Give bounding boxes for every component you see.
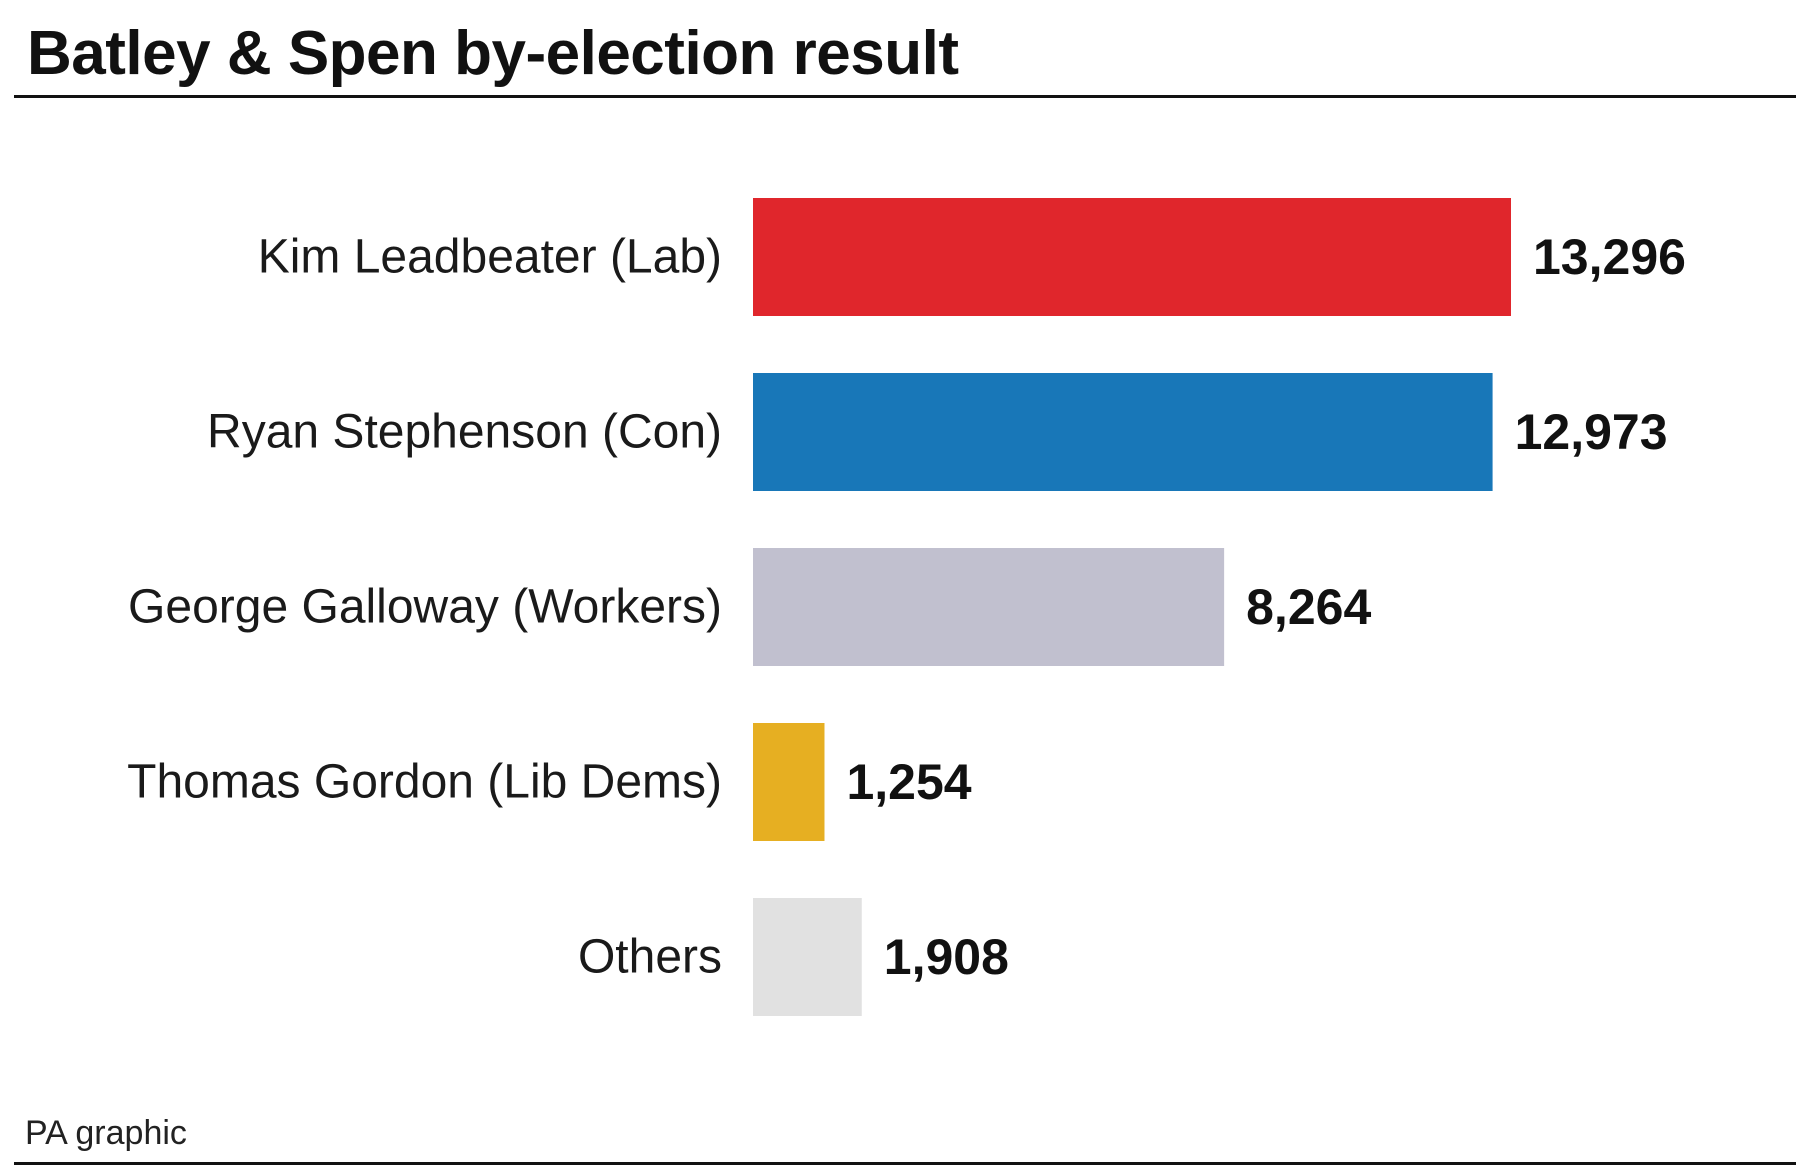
footer-divider xyxy=(14,1162,1796,1165)
bar-2 xyxy=(753,548,1225,666)
value-label-4: 1,908 xyxy=(884,929,1009,985)
value-label-0: 13,296 xyxy=(1533,229,1686,285)
category-label-3: Thomas Gordon (Lib Dems) xyxy=(127,756,722,809)
value-label-2: 8,264 xyxy=(1246,579,1371,635)
category-label-0: Kim Leadbeater (Lab) xyxy=(258,231,722,284)
value-label-1: 12,973 xyxy=(1515,404,1668,460)
bar-1 xyxy=(753,373,1493,491)
chart-title: Batley & Spen by-election result xyxy=(27,19,959,88)
value-label-3: 1,254 xyxy=(846,754,971,810)
bar-3 xyxy=(753,723,825,841)
source-credit: PA graphic xyxy=(25,1114,187,1152)
title-divider xyxy=(14,95,1796,98)
category-label-4: Others xyxy=(578,931,722,984)
category-label-1: Ryan Stephenson (Con) xyxy=(207,406,722,459)
category-label-2: George Galloway (Workers) xyxy=(128,581,722,634)
bar-0 xyxy=(753,198,1511,316)
bar-4 xyxy=(753,898,862,1016)
